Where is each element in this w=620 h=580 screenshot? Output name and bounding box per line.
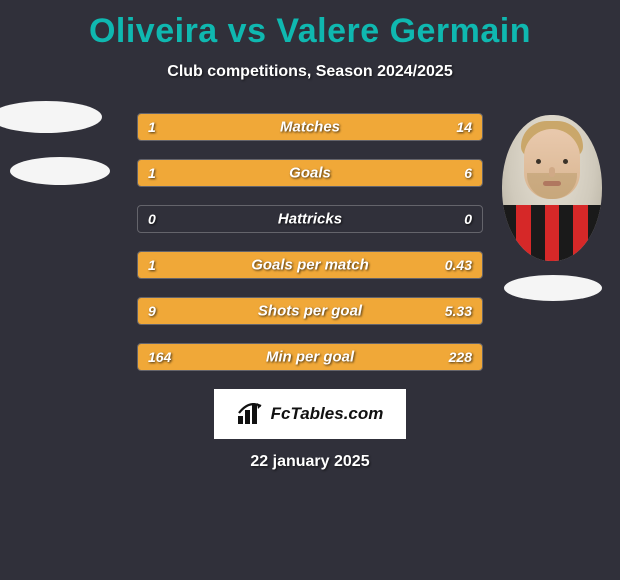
stat-label: Min per goal	[138, 349, 482, 366]
stat-label: Hattricks	[138, 211, 482, 228]
stat-value-right: 5.33	[445, 303, 472, 319]
eye	[536, 159, 541, 164]
jersey-stripe	[588, 205, 602, 261]
fctables-badge: FcTables.com	[214, 389, 406, 439]
stat-row: Matches1 14	[137, 113, 483, 141]
stat-value-left: 1	[148, 257, 156, 273]
placeholder-oval	[504, 275, 602, 301]
player-left-avatar	[0, 101, 110, 185]
stat-value-left: 1	[148, 119, 156, 135]
stat-value-left: 0	[148, 211, 156, 227]
jersey-stripe	[531, 205, 545, 261]
stat-label: Goals	[138, 165, 482, 182]
stat-row: Shots per goal9 5.33	[137, 297, 483, 325]
stat-value-left: 9	[148, 303, 156, 319]
stat-value-left: 164	[148, 349, 171, 365]
fctables-text: FcTables.com	[271, 404, 384, 424]
placeholder-oval	[10, 157, 110, 185]
jersey-stripe	[573, 205, 587, 261]
mouth	[543, 181, 561, 186]
stat-row: Goals per match1 0.43	[137, 251, 483, 279]
stat-row: Hattricks0 0	[137, 205, 483, 233]
jersey-stripe	[516, 205, 530, 261]
fctables-logo-icon	[237, 403, 265, 425]
jersey-stripe	[559, 205, 573, 261]
stat-row: Goals1 6	[137, 159, 483, 187]
eye	[563, 159, 568, 164]
comparison-title: Oliveira vs Valere Germain	[0, 0, 620, 51]
player-right-avatar	[502, 115, 602, 301]
comparison-content: Matches114Goals16Hattricks00Goals per ma…	[0, 113, 620, 471]
jersey	[502, 205, 602, 261]
season-subtitle: Club competitions, Season 2024/2025	[0, 63, 620, 81]
stat-bars: Matches114Goals16Hattricks00Goals per ma…	[137, 113, 483, 371]
placeholder-oval	[0, 101, 102, 133]
stat-label: Shots per goal	[138, 303, 482, 320]
stat-label: Matches	[138, 119, 482, 136]
stat-row: Min per goal164 228	[137, 343, 483, 371]
stat-value-right: 0	[464, 211, 472, 227]
jersey-stripe	[545, 205, 559, 261]
stat-label: Goals per match	[138, 257, 482, 274]
nose	[549, 167, 555, 177]
stat-value-right: 6	[464, 165, 472, 181]
stat-value-right: 228	[449, 349, 472, 365]
stat-value-right: 0.43	[445, 257, 472, 273]
player-photo	[502, 115, 602, 261]
jersey-stripe	[502, 205, 516, 261]
snapshot-date: 22 january 2025	[0, 453, 620, 471]
stat-value-right: 14	[456, 119, 472, 135]
stat-value-left: 1	[148, 165, 156, 181]
